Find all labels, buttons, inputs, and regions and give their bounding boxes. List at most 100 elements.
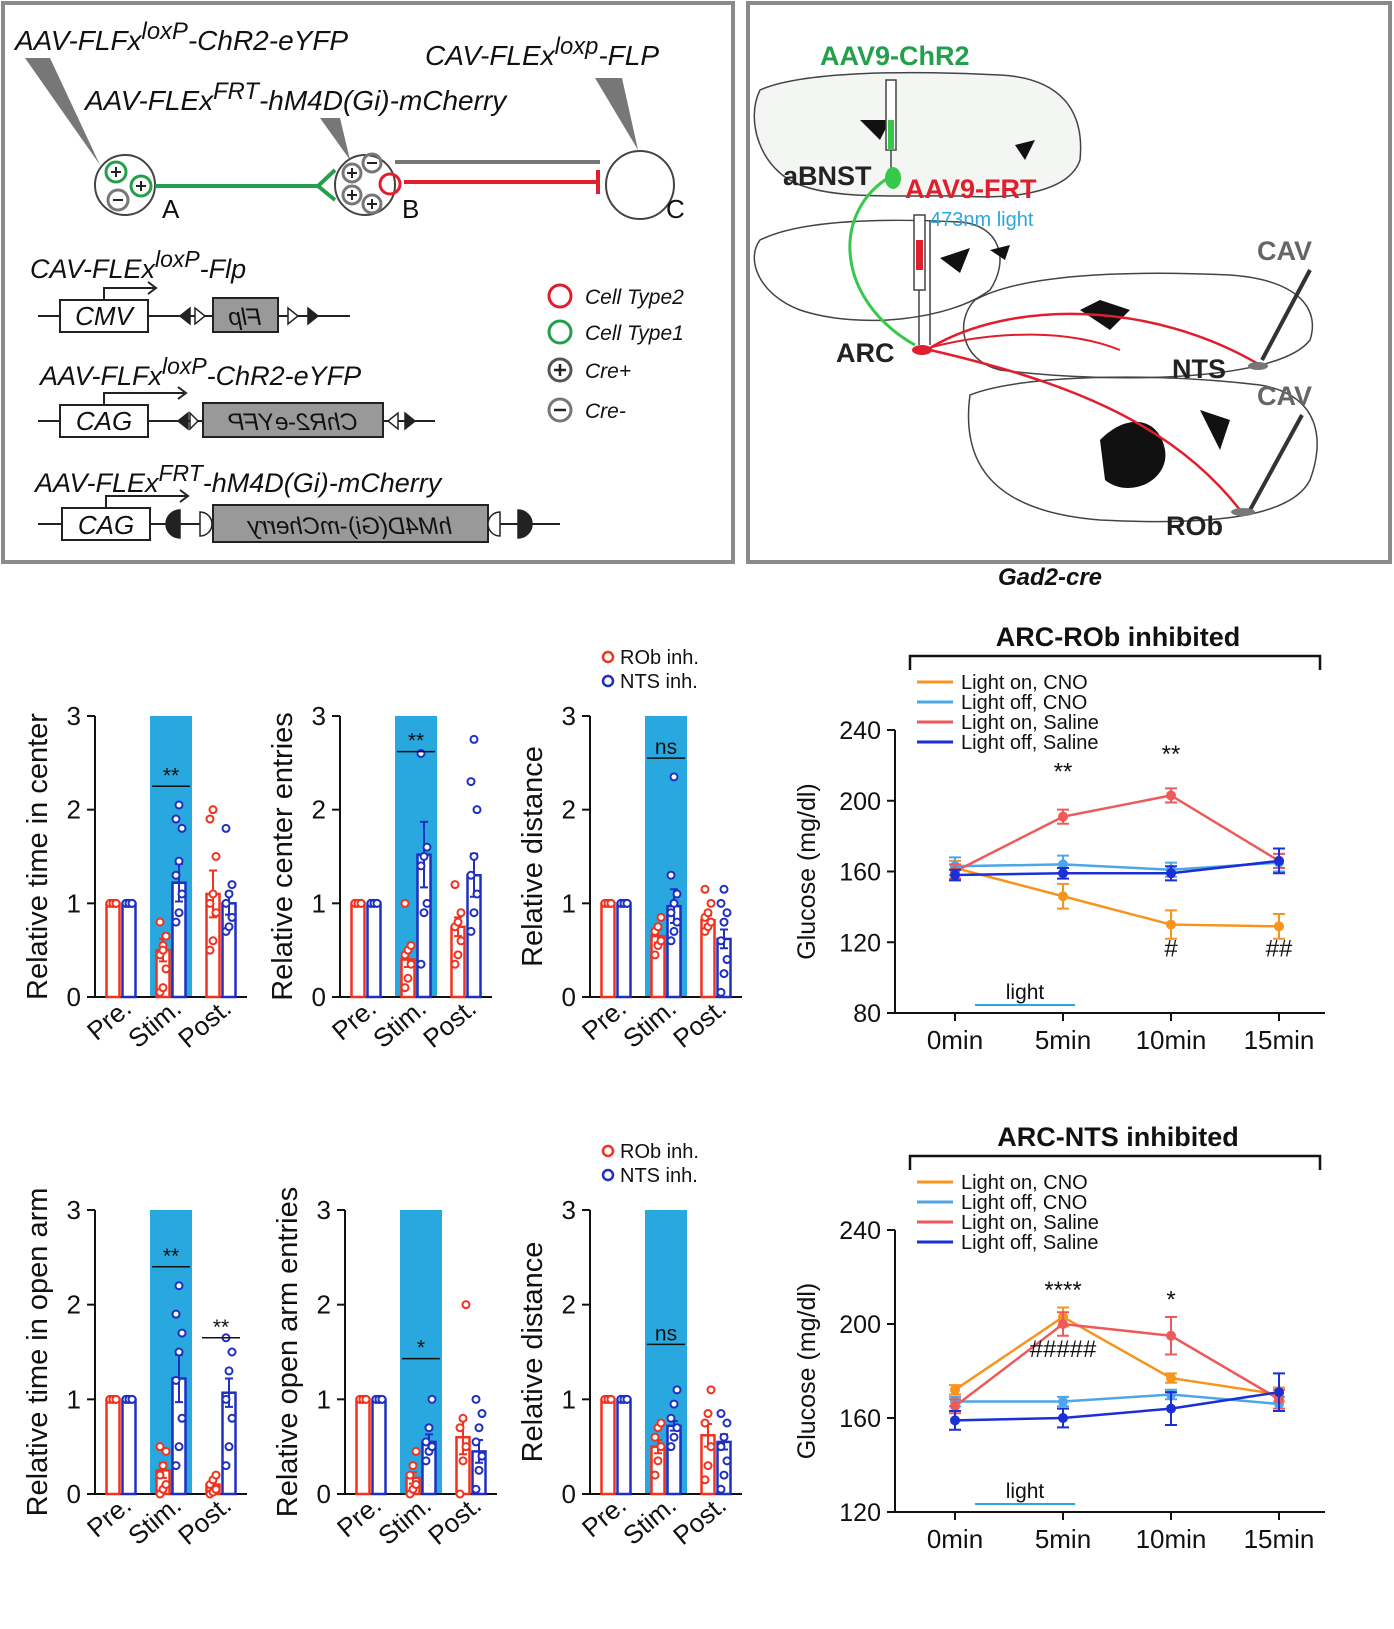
- region-label: ARC: [836, 338, 895, 368]
- y-axis-label: Glucose (mg/dl): [793, 783, 821, 959]
- data-point: [456, 908, 466, 918]
- significance-label: *: [417, 1337, 425, 1360]
- data-point: [221, 898, 231, 908]
- x-tick-label: Stim.: [367, 993, 432, 1054]
- significance-label: **: [1162, 741, 1181, 768]
- data-point: [716, 1409, 726, 1419]
- data-point: [669, 772, 679, 782]
- text-sup: FRT: [159, 460, 205, 486]
- data-point: [672, 1385, 682, 1395]
- promoter-label: CMV: [75, 301, 135, 331]
- data-point: [700, 884, 710, 894]
- data-point: [706, 1385, 716, 1395]
- data-point: [1166, 790, 1176, 801]
- y-tick-label: 2: [312, 795, 326, 825]
- data-point: [211, 1470, 221, 1480]
- data-point: [722, 1418, 732, 1428]
- significance-label: **: [213, 1316, 229, 1339]
- y-tick-label: 2: [67, 1290, 81, 1320]
- y-tick-label: 200: [839, 1311, 881, 1339]
- legend-marker: [601, 1168, 615, 1182]
- data-point: [950, 1415, 960, 1426]
- data-point: [161, 1480, 171, 1490]
- panel-right-frame: [746, 1, 1392, 564]
- data-point: [458, 1456, 468, 1466]
- bar: [355, 1398, 371, 1496]
- data-point: [155, 1442, 165, 1452]
- data-point: [221, 823, 231, 833]
- significance-label: ns: [655, 736, 677, 759]
- data-point: [722, 955, 732, 965]
- legend-label: ROb inh.: [620, 647, 699, 669]
- construct-label: AAV-FLExFRT-hM4D(Gi)-mCherry: [33, 460, 443, 498]
- data-point: [1058, 859, 1068, 870]
- data-point: [419, 852, 429, 861]
- data-point: [669, 898, 679, 908]
- data-point: [466, 926, 476, 936]
- significance-label: **: [1054, 759, 1073, 786]
- data-point: [361, 1394, 371, 1404]
- data-point: [205, 898, 215, 908]
- promoter-label: CAG: [78, 510, 134, 540]
- data-point: [703, 1461, 713, 1471]
- y-tick-label: 2: [67, 795, 81, 825]
- data-point: [174, 1347, 184, 1357]
- x-tick-label: Post.: [667, 993, 732, 1054]
- data-point: [606, 1394, 616, 1404]
- data-point: [1058, 1319, 1068, 1329]
- data-point: [622, 1394, 632, 1404]
- y-axis-label: Relative distance: [517, 1242, 549, 1463]
- y-tick-label: 1: [562, 888, 576, 918]
- data-point: [111, 898, 121, 908]
- data-point: [471, 1394, 481, 1404]
- region-label: ROb: [1166, 511, 1223, 541]
- data-point: [456, 936, 466, 946]
- bar: [350, 902, 366, 999]
- y-axis-label: Relative center entries: [267, 712, 299, 1001]
- y-tick-label: 2: [317, 1290, 331, 1320]
- data-point: [224, 1366, 234, 1376]
- series-line: [954, 794, 1280, 873]
- y-tick-label: 3: [562, 701, 576, 731]
- data-point: [1166, 1330, 1176, 1341]
- data-point: [672, 889, 682, 899]
- data-point: [458, 1413, 468, 1423]
- data-point: [211, 1484, 221, 1494]
- data-point: [421, 1437, 431, 1447]
- text-sup: loxP: [142, 18, 188, 45]
- y-tick-label: 3: [67, 1195, 81, 1225]
- data-point: [171, 1309, 181, 1319]
- significance-label: ##: [1266, 935, 1293, 962]
- data-point: [1058, 811, 1068, 822]
- bar: [121, 902, 137, 999]
- data-point: [416, 959, 426, 969]
- cell-label: A: [162, 194, 180, 224]
- x-tick-label: Post.: [172, 993, 237, 1054]
- data-point: [672, 917, 682, 927]
- data-point: [224, 1442, 234, 1452]
- data-point: [171, 870, 181, 880]
- title-bracket: [908, 654, 1322, 670]
- data-point: [158, 983, 168, 993]
- bar: [105, 902, 121, 999]
- gene-label: hM4D(Gi)-mCherry: [246, 513, 452, 540]
- data-point: [716, 898, 726, 908]
- y-axis-label: Relative distance: [517, 746, 549, 967]
- legend-label: Light off, Saline: [961, 1232, 1099, 1254]
- data-point: [450, 880, 460, 890]
- y-tick-label: 160: [839, 859, 881, 887]
- data-point: [372, 898, 382, 908]
- y-tick-label: 240: [839, 717, 881, 745]
- y-tick-label: 2: [562, 1290, 576, 1320]
- y-tick-label: 240: [839, 1217, 881, 1245]
- data-point: [427, 1442, 437, 1452]
- data-point: [174, 1442, 184, 1452]
- data-point: [205, 814, 215, 824]
- data-point: [471, 1437, 481, 1447]
- legend-label: Light on, Saline: [961, 1212, 1099, 1234]
- data-point: [453, 917, 463, 927]
- series-line: [954, 1322, 1280, 1408]
- significance-label: ns: [655, 1322, 677, 1345]
- legend-label: Cre-: [585, 400, 626, 423]
- construct-label: AAV-FLFxloxP-ChR2-eYFP: [38, 353, 361, 391]
